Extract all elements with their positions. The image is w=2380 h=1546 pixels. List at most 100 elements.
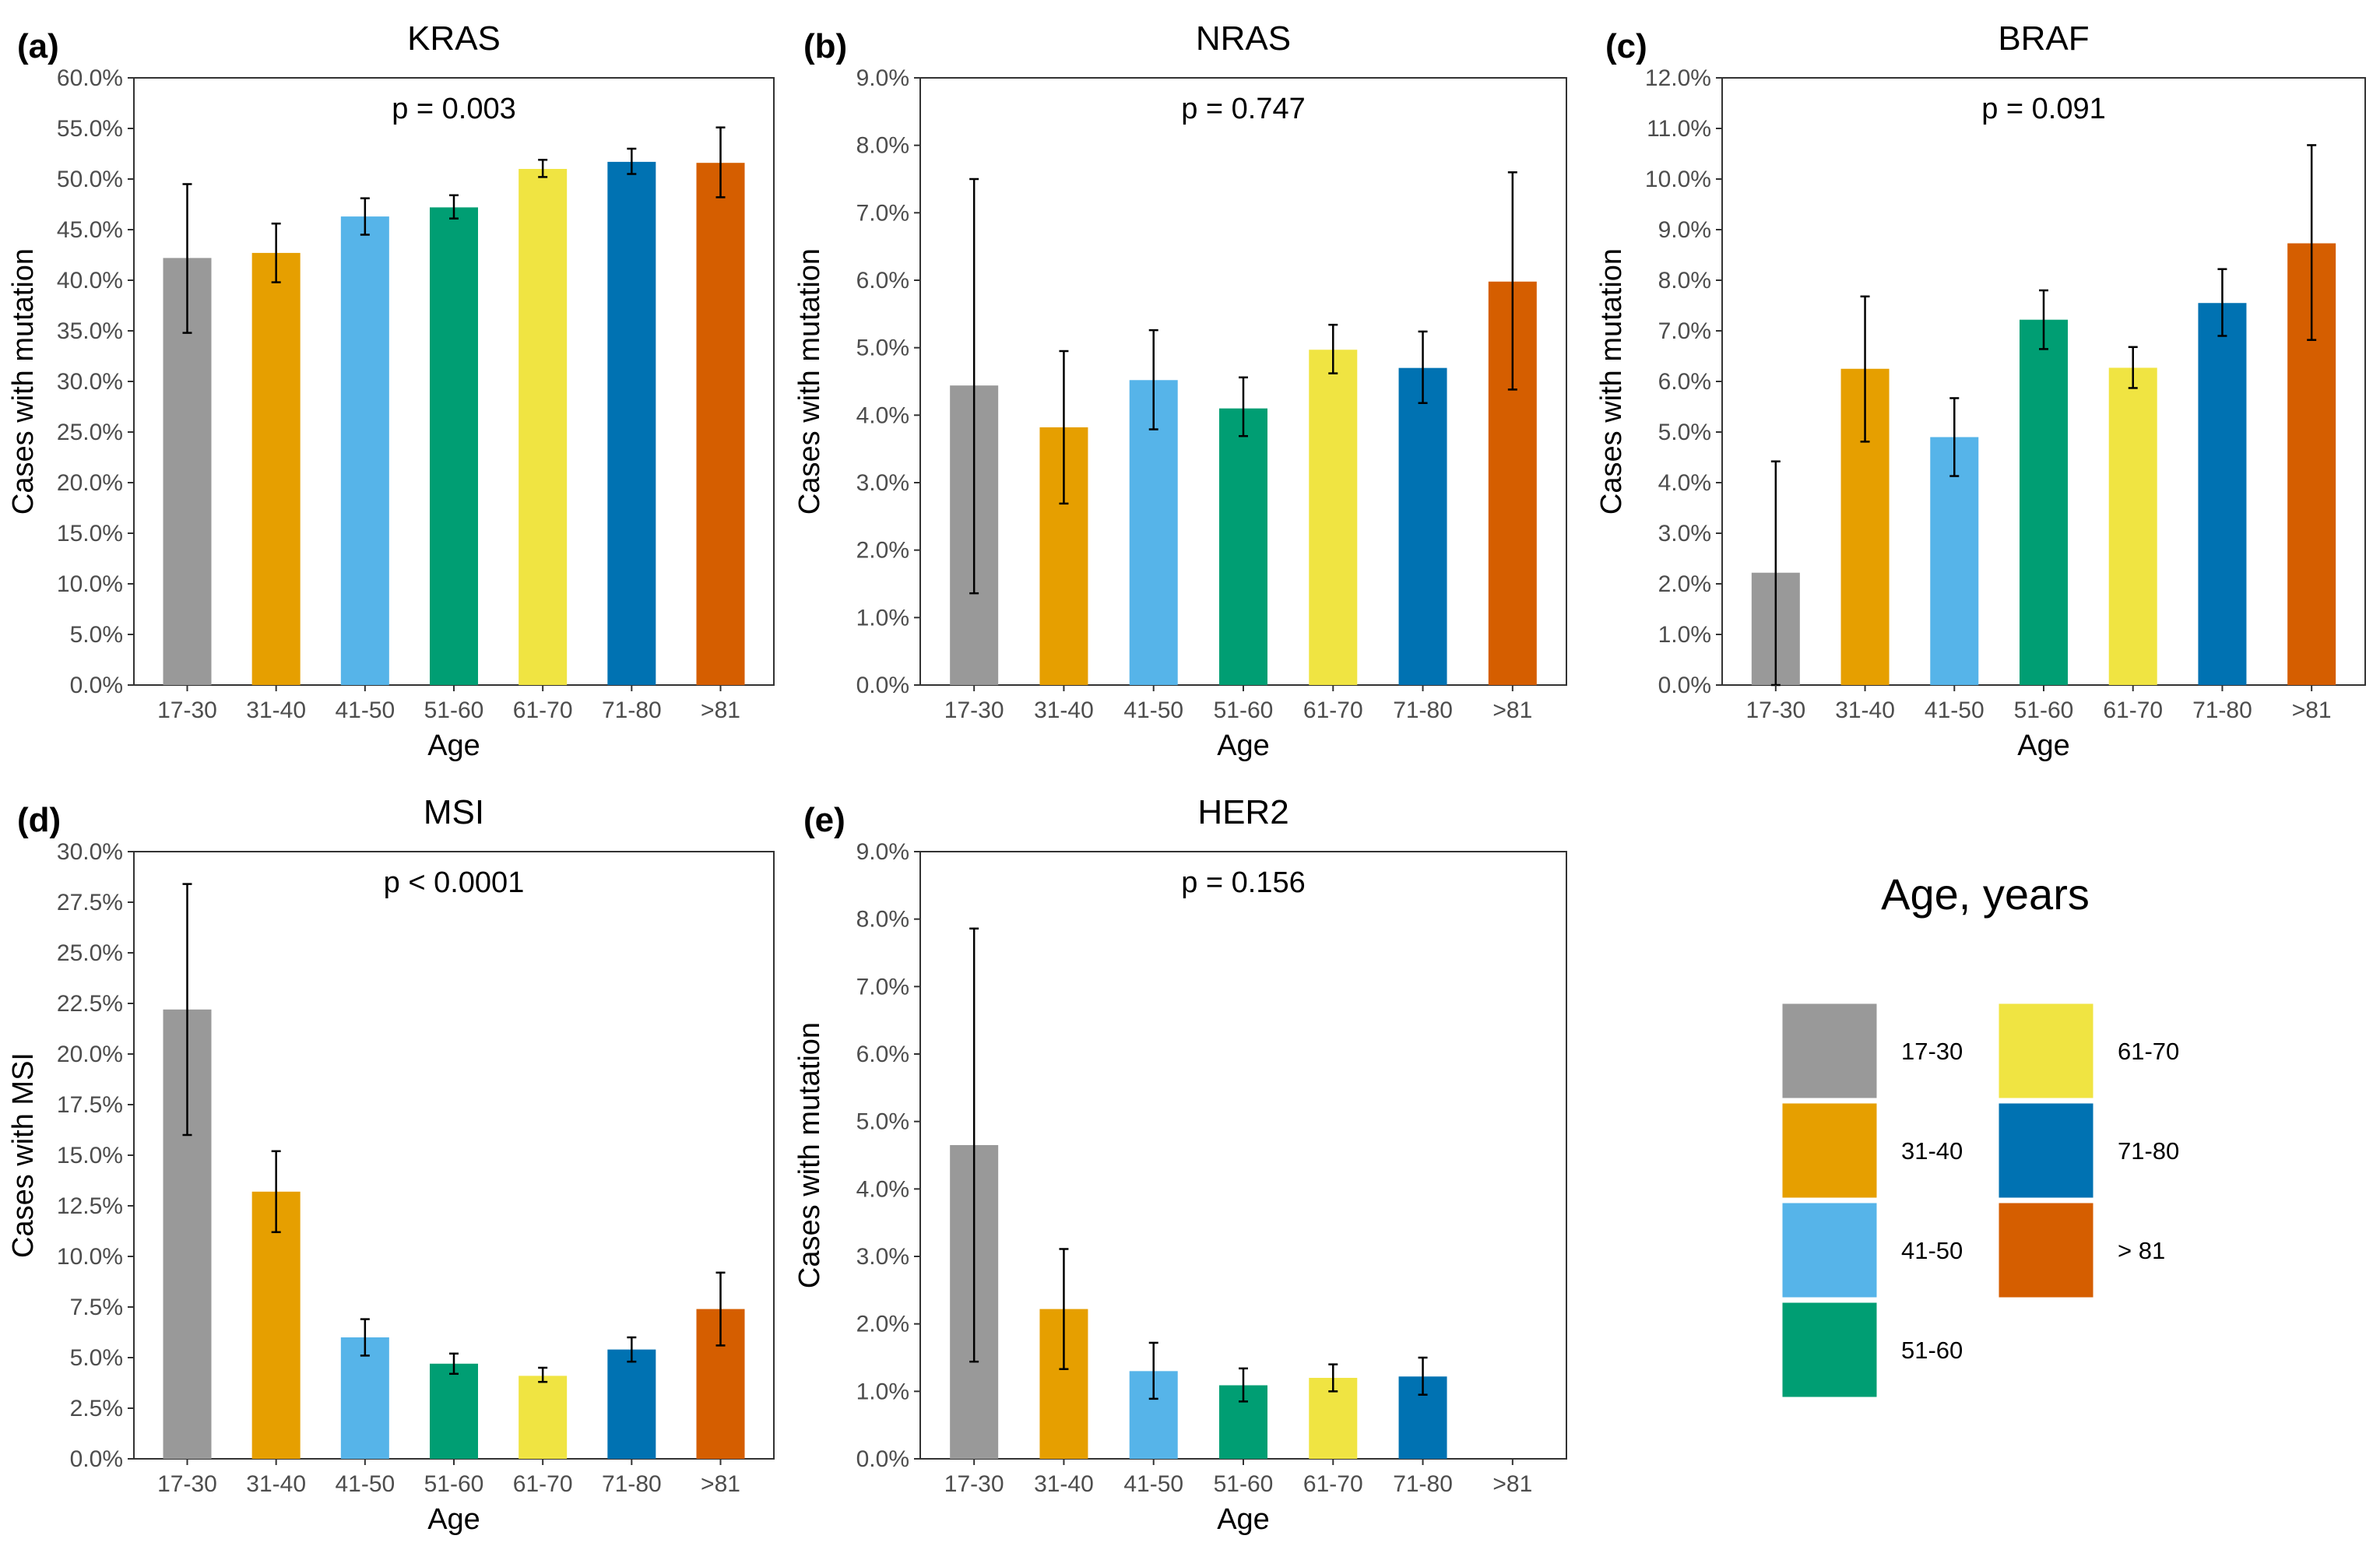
y-axis-label: Cases with mutation (793, 248, 826, 515)
y-tick-label: 15.0% (57, 521, 123, 546)
y-tick-label: 2.0% (856, 538, 909, 564)
y-tick-label: 0.0% (70, 673, 123, 698)
error-bar (1418, 330, 1428, 404)
error-bar (271, 222, 281, 283)
panel-title: MSI (424, 793, 484, 831)
error-bar (449, 194, 459, 220)
y-tick-label: 0.0% (856, 1446, 909, 1472)
error-bar (1418, 1356, 1428, 1396)
legend-swatch-71-80 (1996, 1101, 2096, 1200)
error-bar (1239, 1367, 1248, 1403)
y-tick-label: 5.0% (856, 336, 909, 361)
error-bar (449, 1352, 459, 1376)
error-bar (538, 1366, 548, 1383)
y-tick-label: 8.0% (856, 907, 909, 933)
x-tick-label: 17-30 (944, 1471, 1004, 1497)
bar-71-80 (607, 161, 656, 685)
bar-61-70 (2108, 367, 2157, 685)
y-tick-label: 9.0% (856, 839, 909, 865)
y-tick-label: 12.5% (57, 1193, 123, 1219)
x-axis-label: Age (2017, 729, 2070, 762)
panel-e: 0.0% 1.0% 2.0% 3.0% 4.0% 5.0% 6.0% 7.0% 8.0% 9.0%… (793, 793, 1567, 1536)
x-tick-label: 71-80 (1393, 697, 1453, 723)
x-tick-label: 17-30 (1745, 697, 1805, 723)
panel-d: 0.0% 2.5% 5.0% 7.5% 10.0% 12.5% 15.0% 17.5% 20.0… (7, 793, 775, 1536)
p-value: p = 0.003 (392, 93, 516, 125)
y-tick-label: 0.0% (856, 673, 909, 698)
y-axis-label: Cases with mutation (1595, 248, 1628, 515)
x-tick-label: 61-70 (2103, 697, 2163, 723)
error-bar (627, 147, 637, 175)
panel-c: 0.0% 1.0% 2.0% 3.0% 4.0% 5.0% 6.0% 7.0% 8.0% 9.0%… (1595, 19, 2366, 762)
x-tick-label: 71-80 (2192, 697, 2252, 723)
x-tick-label: >81 (701, 1471, 740, 1497)
x-tick-label: 17-30 (157, 697, 217, 723)
y-tick-label: 9.0% (1658, 217, 1711, 243)
x-tick-label: 31-40 (1034, 697, 1094, 723)
x-axis-label: Age (427, 729, 480, 762)
error-bar (715, 126, 726, 199)
y-tick-label: 20.0% (57, 470, 123, 496)
x-axis-label: Age (1217, 1503, 1270, 1536)
legend-swatch-31-40 (1780, 1101, 1879, 1200)
bar-61-70 (1309, 350, 1358, 685)
bar-51-60 (430, 207, 478, 685)
y-tick-label: 3.0% (1658, 521, 1711, 546)
x-tick-label: 41-50 (335, 697, 395, 723)
error-bar (1507, 171, 1517, 391)
legend-item-label: 51-60 (1901, 1337, 1963, 1364)
y-tick-label: 10.0% (57, 571, 123, 597)
error-bar (1328, 323, 1338, 374)
bar-41-50 (340, 216, 389, 686)
error-bar (182, 183, 192, 334)
y-tick-label: 45.0% (57, 217, 123, 243)
error-bar (969, 927, 979, 1363)
x-tick-label: 71-80 (1393, 1471, 1453, 1497)
x-tick-label: >81 (2292, 697, 2332, 723)
bar-41-50 (340, 1337, 389, 1459)
y-axis-label: Cases with mutation (7, 248, 40, 515)
error-bar (1328, 1363, 1338, 1393)
y-tick-label: 5.0% (1658, 420, 1711, 445)
y-tick-label: 6.0% (856, 268, 909, 293)
y-tick-label: 22.5% (57, 991, 123, 1017)
y-tick-label: 40.0% (57, 268, 123, 293)
x-tick-label: 61-70 (1303, 697, 1363, 723)
error-bar (2128, 346, 2138, 389)
legend-title: Age, years (1881, 870, 2090, 919)
y-tick-label: 7.0% (856, 200, 909, 226)
bar-31-40 (251, 1191, 301, 1459)
panel-a: 0.0% 5.0% 10.0% 15.0% 20.0% 25.0% 30.0% 35.0% 40… (7, 19, 775, 762)
y-tick-label: 7.5% (70, 1295, 123, 1320)
y-tick-label: 4.0% (856, 1176, 909, 1202)
bar-61-70 (519, 169, 568, 685)
y-tick-label: 3.0% (856, 470, 909, 496)
x-tick-label: 41-50 (1123, 1471, 1183, 1497)
legend-swatch-51-60 (1780, 1300, 1879, 1400)
error-bar (2307, 144, 2317, 341)
y-tick-label: 7.0% (1658, 318, 1711, 344)
y-tick-label: 7.0% (856, 974, 909, 1000)
y-tick-label: 5.0% (856, 1109, 909, 1135)
x-tick-label: 51-60 (1214, 1471, 1274, 1497)
error-bar (1148, 1341, 1158, 1400)
panel-label: (b) (803, 27, 847, 65)
x-tick-label: >81 (701, 697, 740, 723)
y-tick-label: 55.0% (57, 116, 123, 142)
y-tick-label: 0.0% (70, 1446, 123, 1472)
legend-swatch-41-50 (1780, 1200, 1879, 1300)
x-tick-label: 17-30 (944, 697, 1004, 723)
x-tick-label: 51-60 (424, 697, 484, 723)
y-tick-label: 3.0% (856, 1244, 909, 1270)
error-bar (271, 1150, 281, 1234)
error-bar (360, 1318, 370, 1357)
error-bar (1949, 397, 1960, 477)
y-tick-label: 8.0% (856, 133, 909, 159)
x-axis-label: Age (1217, 729, 1270, 762)
x-tick-label: 51-60 (424, 1471, 484, 1497)
y-tick-label: 10.0% (57, 1244, 123, 1270)
bar-41-50 (1930, 437, 1979, 685)
y-axis-label: Cases with MSI (7, 1052, 40, 1258)
x-tick-label: 31-40 (246, 697, 306, 723)
